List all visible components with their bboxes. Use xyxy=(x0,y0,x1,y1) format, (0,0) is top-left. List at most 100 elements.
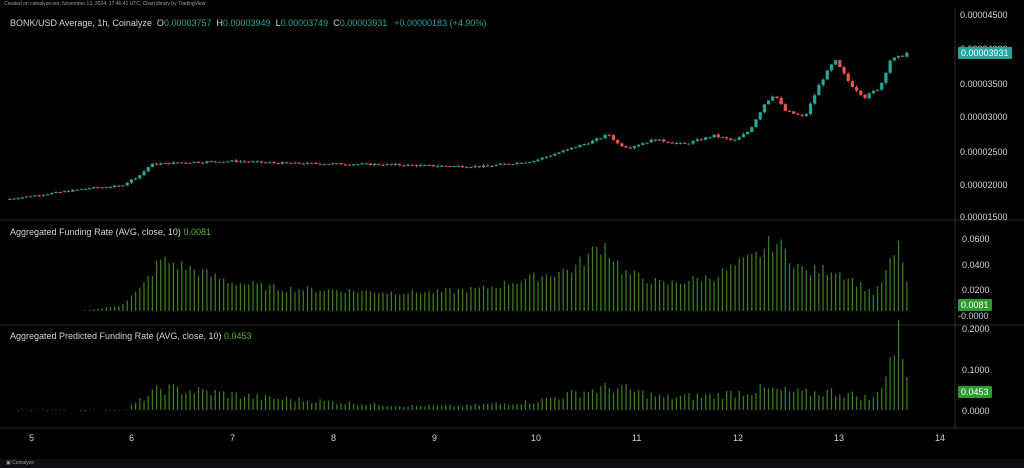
candle-body xyxy=(83,188,87,190)
open-value: 0.00003757 xyxy=(163,18,212,28)
candle-body xyxy=(268,162,272,164)
candle-body xyxy=(150,163,154,168)
candle-body xyxy=(875,89,880,91)
candle-body xyxy=(460,165,465,168)
time-tick: 13 xyxy=(834,433,845,443)
chart-area[interactable]: BONK/USD Average, 1h, Coinalyze O0.00003… xyxy=(0,9,1024,459)
time-tick: 5 xyxy=(29,433,35,443)
predicted-value: 0.0453 xyxy=(223,331,252,341)
candle-body xyxy=(440,165,444,167)
candle-body xyxy=(787,110,792,112)
candle-body xyxy=(565,149,569,151)
candle-body xyxy=(138,175,142,179)
candle-body xyxy=(896,55,901,58)
candle-body xyxy=(301,163,305,165)
candle-body xyxy=(423,164,427,166)
candle-body xyxy=(385,164,389,166)
candle-body xyxy=(188,162,192,164)
candle-body xyxy=(192,161,196,163)
candle-body xyxy=(674,142,678,144)
candle-body xyxy=(528,162,532,164)
candle-body xyxy=(351,164,356,166)
candle-body xyxy=(326,164,331,166)
candle-body xyxy=(310,162,314,164)
candle-body xyxy=(523,162,528,164)
funding-tick: -0.0000 xyxy=(958,311,989,321)
candle-body xyxy=(871,90,875,94)
candle-body xyxy=(670,142,674,144)
funding-last-tag: 0.0081 xyxy=(958,299,992,311)
candle-body xyxy=(129,179,134,183)
candle-body xyxy=(683,142,687,144)
candle-body xyxy=(507,163,511,165)
predicted-tick: 0.1000 xyxy=(962,365,990,375)
candle-body xyxy=(180,162,184,164)
time-tick: 12 xyxy=(733,433,744,443)
candle-body xyxy=(377,163,381,165)
candle-body xyxy=(305,162,310,164)
candle-body xyxy=(536,159,540,162)
candle-body xyxy=(16,198,20,200)
candle-body xyxy=(519,162,523,164)
candle-body xyxy=(867,93,871,99)
candle-body xyxy=(854,87,859,91)
candle-body xyxy=(473,166,477,168)
candle-body xyxy=(599,138,603,140)
candle-body xyxy=(209,161,213,163)
candle-body xyxy=(398,164,402,166)
candle-body xyxy=(502,163,507,165)
candle-body xyxy=(222,161,226,163)
candle-body xyxy=(25,196,29,198)
candle-body xyxy=(452,166,456,168)
candle-body xyxy=(905,52,909,57)
time-tick: 14 xyxy=(935,433,946,443)
candle-body xyxy=(117,185,121,187)
time-tick: 7 xyxy=(230,433,236,443)
candle-body xyxy=(603,134,607,139)
candle-body xyxy=(226,161,230,163)
candle-body xyxy=(217,161,222,163)
candle-body xyxy=(41,194,46,196)
candle-body xyxy=(704,137,708,140)
candle-body xyxy=(444,165,448,167)
candle-body xyxy=(578,144,582,148)
candle-body xyxy=(498,163,502,165)
candle-body xyxy=(595,138,599,141)
candle-body xyxy=(431,165,435,167)
candle-body xyxy=(574,147,578,149)
candle-body xyxy=(75,189,79,191)
candle-body xyxy=(389,164,393,166)
close-value: 0.00003931 xyxy=(339,18,388,28)
candle-body xyxy=(607,134,611,136)
candle-body xyxy=(293,162,297,164)
candle-body xyxy=(435,166,440,168)
candle-body xyxy=(276,162,280,164)
candle-body xyxy=(331,163,335,165)
candle-body xyxy=(469,167,473,169)
candle-body xyxy=(544,156,549,158)
candle-body xyxy=(414,165,419,167)
time-tick: 8 xyxy=(331,433,337,443)
candle-body xyxy=(863,94,867,99)
candle-body xyxy=(477,166,481,168)
candle-body xyxy=(20,197,25,199)
chart-canvas[interactable] xyxy=(0,9,1024,459)
candle-body xyxy=(532,161,536,163)
candle-body xyxy=(632,146,637,149)
candle-body xyxy=(175,162,180,164)
footer: ▣ Coinalyze xyxy=(0,459,1024,468)
candle-body xyxy=(100,187,104,189)
candle-body xyxy=(758,112,762,120)
candle-body xyxy=(586,143,590,145)
candle-body xyxy=(393,164,398,166)
funding-title: Aggregated Funding Rate (AVG, close, 10) xyxy=(10,227,181,237)
candle-body xyxy=(808,103,813,114)
candle-body xyxy=(553,153,557,156)
candle-body xyxy=(87,188,92,190)
candle-body xyxy=(171,162,175,165)
candle-body xyxy=(590,140,595,144)
funding-legend: Aggregated Funding Rate (AVG, close, 10)… xyxy=(10,227,211,237)
candle-body xyxy=(213,161,217,163)
candle-body xyxy=(678,142,683,144)
candle-body xyxy=(255,161,259,163)
